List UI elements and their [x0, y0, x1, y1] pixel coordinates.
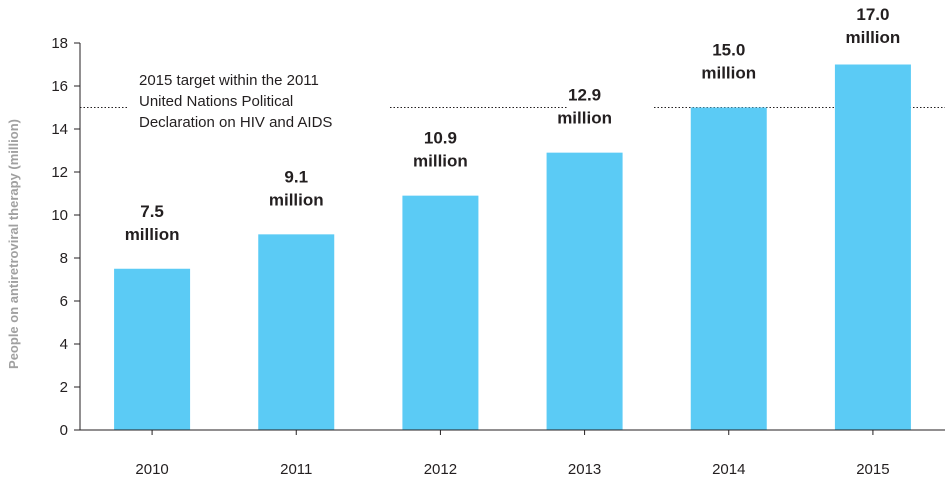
y-tick-label: 16 — [51, 78, 68, 95]
x-tick-label: 2013 — [568, 461, 601, 478]
target-label-line: United Nations Political — [139, 93, 293, 110]
x-tick-label: 2014 — [712, 461, 745, 478]
target-annotation: 2015 target within the 2011 United Nation… — [80, 72, 945, 131]
x-axis: 2010 2011 2012 2013 2014 2015 — [80, 429, 945, 478]
y-tick-label: 0 — [60, 422, 68, 439]
x-tick-label: 2011 — [280, 461, 312, 478]
data-label-2012: million — [413, 152, 468, 171]
y-tick-label: 2 — [60, 379, 68, 396]
target-label-line: Declaration on HIV and AIDS — [139, 114, 332, 131]
x-tick-label: 2010 — [135, 461, 168, 478]
y-axis-title: People on antiretroviral therapy (millio… — [6, 119, 21, 369]
data-label-2014: million — [701, 64, 756, 83]
x-tick-label: 2015 — [856, 461, 889, 478]
bar-2011 — [258, 234, 335, 430]
y-tick-label: 6 — [60, 293, 68, 310]
data-label-2013: 12.9 — [568, 86, 601, 105]
x-tick-label: 2012 — [424, 461, 457, 478]
bar-2012 — [402, 195, 479, 430]
bar-2010 — [114, 268, 191, 430]
y-axis: 0 2 4 6 8 10 12 14 16 18 — [51, 35, 81, 439]
data-label-2011: million — [269, 190, 324, 209]
data-labels: 7.5 million 9.1 million 10.9 million 12.9 milli… — [125, 5, 901, 244]
y-tick-label: 8 — [60, 250, 68, 267]
data-label-2013: million — [557, 109, 612, 128]
data-label-2011: 9.1 — [284, 167, 308, 186]
y-tick-label: 12 — [51, 164, 68, 181]
bars — [114, 64, 911, 430]
data-label-2010: 7.5 — [140, 202, 164, 221]
bar-2014 — [690, 107, 767, 430]
bar-2015 — [834, 64, 911, 430]
data-label-2015: million — [846, 28, 901, 47]
data-label-2015: 17.0 — [856, 5, 889, 24]
target-label-line: 2015 target within the 2011 — [139, 72, 319, 89]
data-label-2014: 15.0 — [712, 41, 745, 60]
y-tick-label: 18 — [51, 35, 68, 52]
bar-2013 — [546, 152, 623, 430]
y-tick-label: 4 — [60, 336, 68, 353]
data-label-2010: million — [125, 225, 180, 244]
y-tick-label: 14 — [51, 121, 68, 138]
data-label-2012: 10.9 — [424, 129, 457, 148]
y-tick-label: 10 — [51, 207, 68, 224]
